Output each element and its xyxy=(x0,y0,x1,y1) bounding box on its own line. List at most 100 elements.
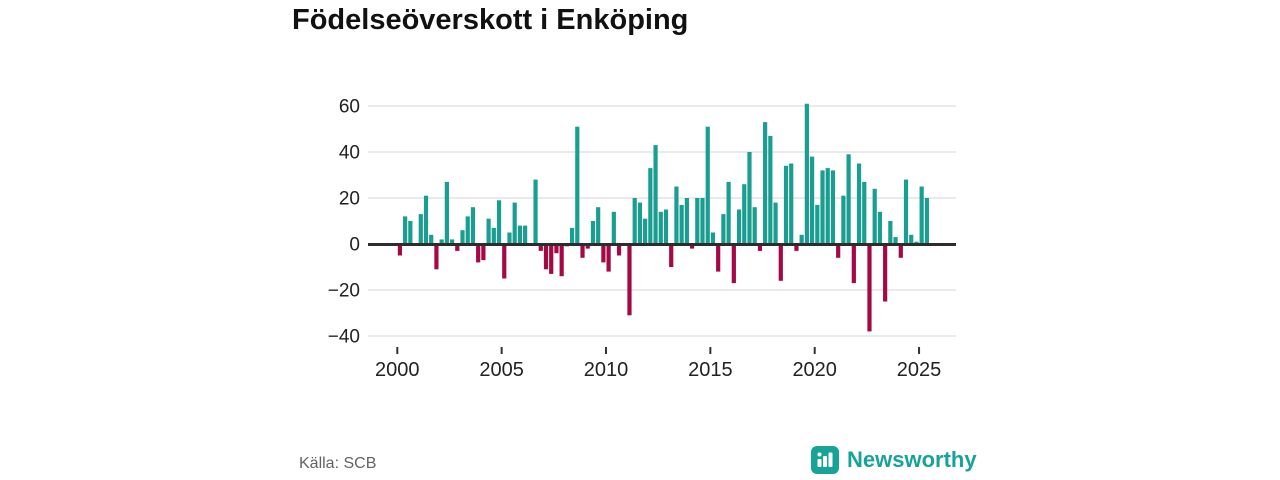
bar-2012Q2 xyxy=(653,145,658,244)
bar-2017Q1 xyxy=(752,207,757,244)
bar-2021Q4 xyxy=(851,244,856,284)
bar-2004Q3 xyxy=(491,227,496,244)
bar-2020Q1 xyxy=(815,204,820,244)
bar-2016Q1 xyxy=(731,244,736,284)
y-axis-label--40: −40 xyxy=(328,327,360,348)
bar-2020Q2 xyxy=(820,170,825,244)
y-axis-label-0: 0 xyxy=(349,235,360,256)
bar-2016Q3 xyxy=(742,184,747,244)
x-axis-label-2005: 2005 xyxy=(479,359,524,381)
bar-2001Q1 xyxy=(418,214,423,244)
bar-2005Q1 xyxy=(502,244,507,279)
bar-2010Q2 xyxy=(611,211,616,244)
bar-2020Q4 xyxy=(830,170,836,244)
bar-2022Q3 xyxy=(867,244,872,332)
bar-2018Q4 xyxy=(789,163,794,244)
bar-2018Q1 xyxy=(773,202,778,244)
bar-2013Q1 xyxy=(669,244,674,267)
bar-2013Q2 xyxy=(674,186,679,244)
x-axis-label-2020: 2020 xyxy=(792,359,837,381)
chart-title: Födelseöverskott i Enköping xyxy=(292,4,689,36)
bar-2022Q1 xyxy=(856,163,862,244)
bar-2005Q3 xyxy=(512,202,517,244)
y-axis-label-20: 20 xyxy=(339,189,360,210)
bar-2025Q2 xyxy=(924,198,929,244)
bar-2017Q2 xyxy=(757,244,763,251)
bar-2021Q3 xyxy=(846,154,851,244)
source-label: Källa: SCB xyxy=(299,455,377,472)
bar-2018Q3 xyxy=(783,165,789,244)
bar-2002Q2 xyxy=(444,181,449,244)
bar-2002Q3 xyxy=(449,239,455,244)
bar-2022Q2 xyxy=(862,181,867,244)
y-axis-label-40: 40 xyxy=(339,143,360,164)
bar-2021Q2 xyxy=(841,195,846,244)
bar-2023Q3 xyxy=(888,221,893,244)
bar-2014Q2 xyxy=(695,198,700,244)
bar-2010Q1 xyxy=(606,244,611,272)
bar-2020Q3 xyxy=(825,168,830,244)
bar-2025Q1 xyxy=(919,186,924,244)
brand-name: Newsworthy xyxy=(847,447,977,472)
bar-2019Q4 xyxy=(809,156,815,244)
bar-2003Q3 xyxy=(470,207,476,244)
bar-2000Q1 xyxy=(397,244,403,256)
y-axis-label--20: −20 xyxy=(328,281,360,302)
bar-2004Q1 xyxy=(481,244,486,261)
bar-2024Q4 xyxy=(914,241,919,244)
bar-2022Q4 xyxy=(872,188,877,244)
bar-2012Q1 xyxy=(648,168,653,244)
bar-2024Q1 xyxy=(898,244,903,258)
bar-2003Q2 xyxy=(465,216,470,244)
bar-2006Q1 xyxy=(523,225,528,244)
bar-2009Q4 xyxy=(601,244,606,263)
newsworthy-brand: Newsworthy xyxy=(811,446,977,474)
bar-2004Q2 xyxy=(486,218,491,244)
bar-chart-logo-icon xyxy=(811,446,839,474)
bar-2015Q3 xyxy=(721,214,726,244)
bar-2015Q2 xyxy=(716,244,721,272)
bar-2011Q1 xyxy=(627,244,632,316)
x-axis-label-2000: 2000 xyxy=(375,359,420,381)
x-axis-label-2010: 2010 xyxy=(584,359,629,381)
bar-2014Q1 xyxy=(689,244,695,249)
bar-2009Q3 xyxy=(596,207,601,244)
bar-2005Q2 xyxy=(507,232,512,244)
bar-2018Q2 xyxy=(778,244,783,281)
bar-2011Q4 xyxy=(643,218,648,244)
bar-2019Q3 xyxy=(804,103,809,244)
bar-2012Q4 xyxy=(663,209,669,244)
bar-2008Q3 xyxy=(575,126,580,244)
bar-2010Q3 xyxy=(616,244,622,256)
bar-2001Q2 xyxy=(423,195,429,244)
bar-2009Q2 xyxy=(590,221,596,244)
bar-2007Q3 xyxy=(554,244,559,254)
bar-2008Q4 xyxy=(580,244,585,258)
bar-2005Q4 xyxy=(517,225,523,244)
bar-2007Q1 xyxy=(543,244,549,270)
bar-2019Q1 xyxy=(794,244,799,251)
x-axis-label-2025: 2025 xyxy=(897,359,942,381)
bar-2016Q4 xyxy=(747,152,752,244)
bar-2014Q3 xyxy=(700,198,705,244)
bar-2011Q2 xyxy=(632,198,637,244)
bar-2013Q4 xyxy=(684,198,689,244)
bar-2015Q4 xyxy=(726,181,731,244)
bar-2013Q3 xyxy=(679,204,684,244)
bar-2015Q1 xyxy=(710,232,716,244)
bar-2012Q3 xyxy=(658,211,663,244)
bar-2008Q2 xyxy=(569,227,575,244)
bar-2000Q2 xyxy=(403,216,408,244)
bar-2007Q2 xyxy=(549,244,554,274)
bar-2003Q1 xyxy=(460,230,465,244)
y-axis-label-60: 60 xyxy=(339,97,360,118)
bar-2007Q4 xyxy=(559,244,564,277)
bar-2021Q1 xyxy=(836,244,841,258)
bar-2000Q3 xyxy=(408,221,413,244)
x-axis-label-2015: 2015 xyxy=(688,359,733,381)
bar-2017Q4 xyxy=(768,135,773,244)
bar-2024Q2 xyxy=(903,179,909,244)
bar-2019Q2 xyxy=(799,234,804,244)
bar-2011Q3 xyxy=(637,202,643,244)
